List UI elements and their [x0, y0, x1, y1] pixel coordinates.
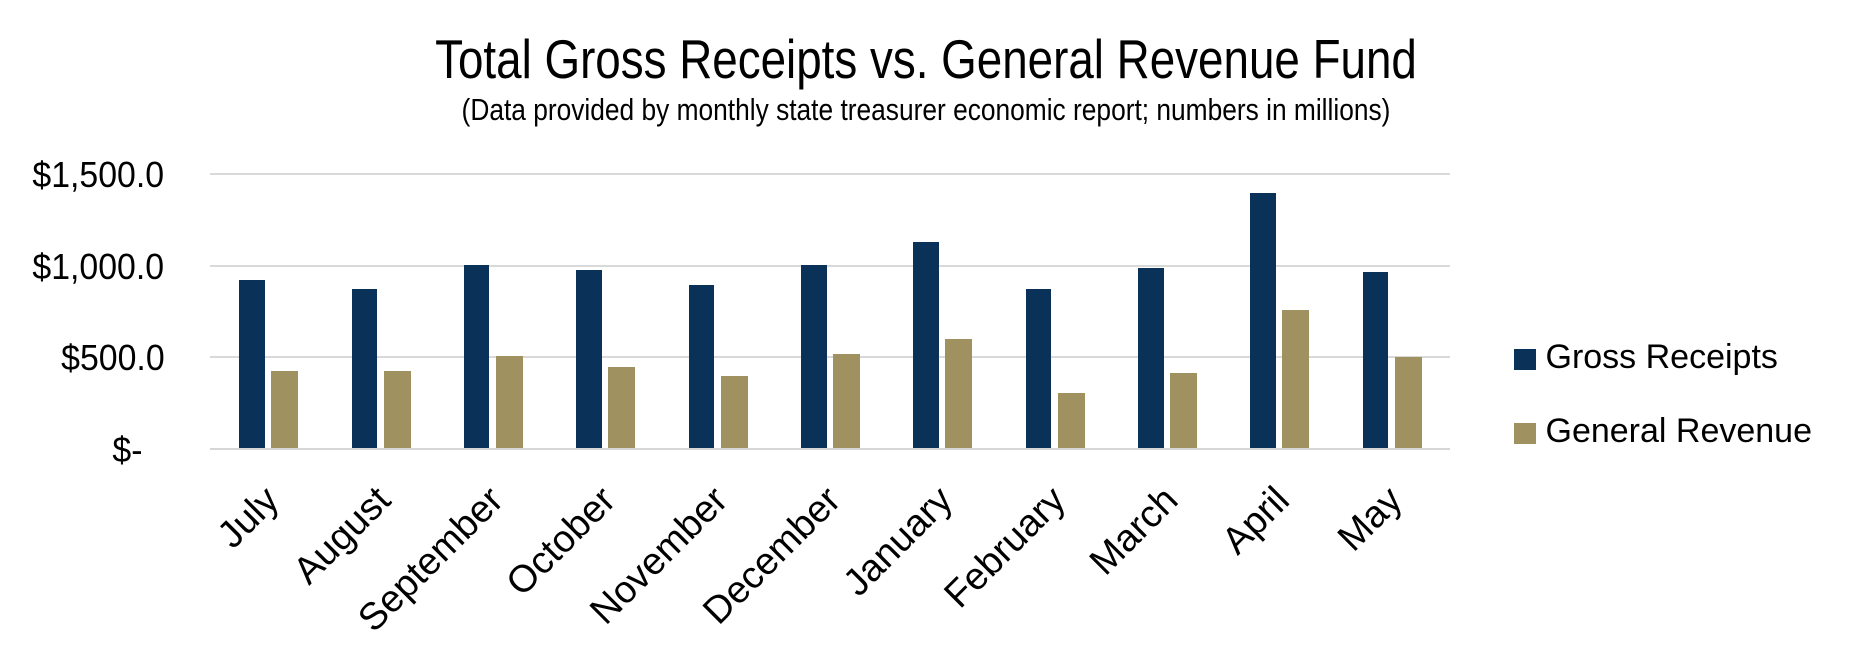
bar-general-revenue-october	[608, 367, 636, 449]
bar-general-revenue-may	[1394, 357, 1422, 449]
bar-general-revenue-september	[495, 355, 523, 449]
bar-general-revenue-march	[1170, 373, 1198, 449]
gridline-1500	[210, 173, 1450, 175]
bar-general-revenue-november	[720, 376, 748, 449]
bar-gross-receipts-february	[1025, 288, 1052, 449]
bar-general-revenue-august	[383, 371, 411, 449]
bar-gross-receipts-january	[913, 241, 939, 449]
bar-general-revenue-december	[833, 354, 860, 449]
bar-general-revenue-january	[945, 339, 973, 449]
legend-label-general-revenue: General Revenue	[1545, 411, 1813, 450]
gridline-500	[210, 356, 1450, 358]
x-tick-label-april: April	[1214, 479, 1299, 563]
x-tick-label-february: February	[936, 479, 1074, 617]
chart-subtitle: (Data provided by monthly state treasure…	[461, 92, 1391, 127]
bar-gross-receipts-november	[688, 284, 715, 449]
bar-gross-receipts-july	[239, 279, 265, 449]
y-tick-label-3: $1,500.0	[32, 154, 165, 195]
x-tick-label-july: July	[209, 479, 287, 557]
bar-gross-receipts-may	[1362, 272, 1389, 449]
bar-general-revenue-february	[1057, 393, 1085, 449]
y-tick-label-0: $-	[112, 428, 143, 470]
bar-gross-receipts-march	[1138, 268, 1164, 449]
bar-general-revenue-july	[271, 370, 299, 449]
bar-gross-receipts-december	[801, 264, 827, 449]
legend-label-gross-receipts: Gross Receipts	[1545, 337, 1778, 376]
x-tick-label-may: May	[1330, 479, 1411, 560]
bar-gross-receipts-april	[1250, 192, 1276, 449]
x-axis-line	[210, 447, 1450, 450]
x-tick-label-march: March	[1081, 479, 1186, 584]
y-tick-label-2: $1,000.0	[32, 245, 165, 287]
y-tick-label-1: $500.0	[61, 337, 165, 378]
bar-general-revenue-april	[1282, 309, 1310, 449]
legend-swatch-general-revenue	[1514, 422, 1536, 444]
legend-swatch-gross-receipts	[1514, 348, 1536, 370]
x-tick-label-august: August	[285, 479, 400, 593]
gridline-1000	[210, 264, 1450, 267]
bar-gross-receipts-september	[463, 264, 490, 449]
chart-title: Total Gross Receipts vs. General Revenue…	[435, 28, 1417, 90]
bar-gross-receipts-august	[351, 288, 378, 449]
bar-gross-receipts-october	[576, 270, 602, 449]
